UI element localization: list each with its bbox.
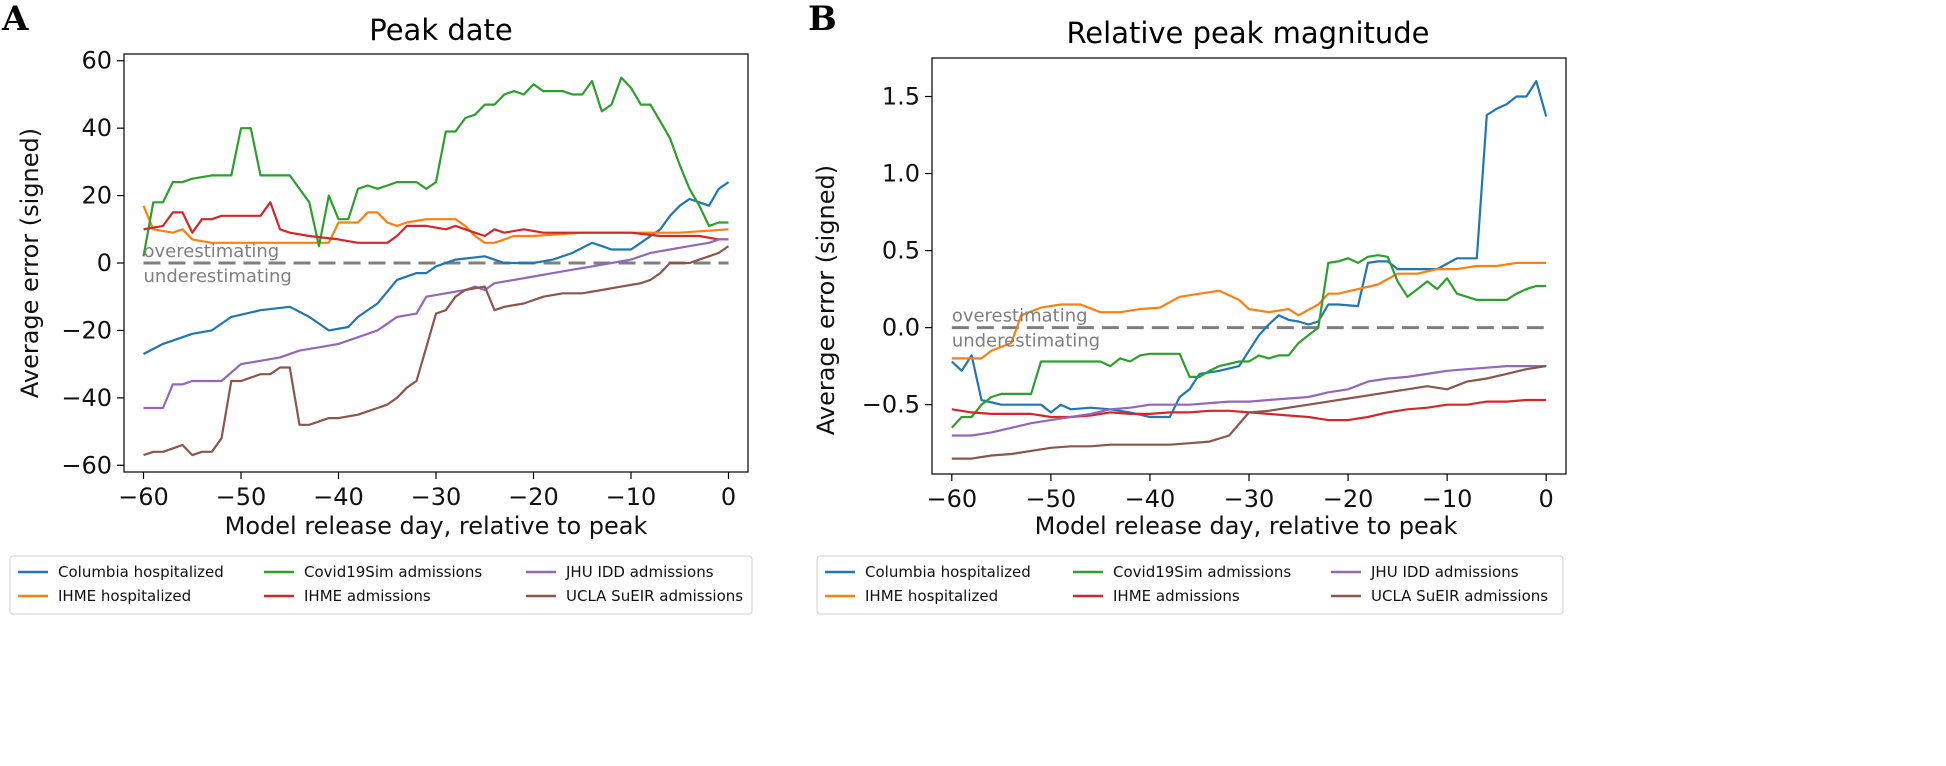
series-ihme-hospitalized [951, 261, 1547, 360]
series-jhu-idd-admissions [143, 238, 729, 410]
legend-label: JHU IDD admissions [1370, 563, 1519, 581]
series-columbia-hospitalized [951, 79, 1548, 419]
x-tick-label: −50 [1026, 485, 1077, 513]
legend-label: Columbia hospitalized [58, 563, 224, 581]
series-ucla-sueir-admissions [951, 365, 1547, 460]
y-ticks-a: 60 40 20 0 −20 −40 −60 [61, 47, 124, 479]
y-tick-label: 0 [97, 249, 112, 277]
plot-frame-b [931, 57, 1567, 475]
y-tick-label: 20 [81, 182, 112, 210]
y-tick-label: 0.0 [882, 314, 920, 342]
y-tick-label: −60 [61, 451, 112, 479]
legend-label: IHME admissions [1113, 587, 1240, 605]
series-group-a [142, 76, 730, 457]
x-tick-label: −20 [508, 483, 559, 511]
y-tick-label: 60 [81, 47, 112, 75]
panel-b: B Relative peak magnitude 1.5 1.0 0.5 0.0 −0… [808, 0, 1567, 615]
legend-label: JHU IDD admissions [565, 563, 714, 581]
x-tick-label: −10 [606, 483, 657, 511]
plot-frame-a [123, 53, 749, 473]
y-tick-label: 40 [81, 114, 112, 142]
panel-letter-b: B [808, 0, 837, 39]
x-axis-label-a: Model release day, relative to peak [225, 512, 648, 540]
series-group-b [950, 79, 1548, 460]
x-tick-label: −40 [1125, 485, 1176, 513]
x-tick-label: −20 [1323, 485, 1374, 513]
y-axis-label-a: Average error (signed) [16, 128, 44, 398]
legend-b: Columbia hospitalized Covid19Sim admissio… [816, 555, 1564, 615]
series-covid19sim-admissions [142, 76, 729, 257]
legend-label: Covid19Sim admissions [304, 563, 482, 581]
x-tick-label: −30 [411, 483, 462, 511]
y-ticks-b: 1.5 1.0 0.5 0.0 −0.5 [862, 83, 932, 419]
y-tick-label: −0.5 [862, 391, 920, 419]
y-tick-label: −20 [61, 316, 112, 344]
legend-label: IHME admissions [304, 587, 431, 605]
series-ucla-sueir-admissions [143, 245, 730, 457]
x-axis-label-b: Model release day, relative to peak [1035, 512, 1458, 540]
series-ihme-admissions [951, 398, 1547, 422]
series-covid19sim-admissions [950, 254, 1547, 429]
y-tick-label: 1.5 [882, 83, 920, 111]
series-ihme-hospitalized [142, 205, 729, 244]
legend-label: UCLA SuEIR admissions [1371, 587, 1548, 605]
x-tick-label: −50 [216, 483, 267, 511]
y-tick-label: 0.5 [882, 237, 920, 265]
x-tick-label: −30 [1224, 485, 1275, 513]
y-axis-label-b: Average error (signed) [812, 165, 840, 435]
legend-a: Columbia hospitalized Covid19Sim admissio… [9, 555, 753, 615]
x-tick-label: 0 [1539, 485, 1554, 513]
y-tick-label: −40 [61, 384, 112, 412]
x-tick-label: −40 [313, 483, 364, 511]
x-tick-label: −60 [926, 485, 977, 513]
series-columbia-hospitalized [142, 181, 730, 355]
y-tick-label: 1.0 [882, 160, 920, 188]
x-tick-label: −10 [1422, 485, 1473, 513]
panel-a: A Peak date 60 40 20 0 −20 −40 −60 −60 −50 −40 −3… [1, 0, 753, 615]
legend-label: IHME hospitalized [865, 587, 998, 605]
legend-box-b [816, 555, 1564, 615]
x-tick-label: 0 [721, 483, 736, 511]
panel-letter-a: A [1, 0, 29, 39]
legend-label: Columbia hospitalized [865, 563, 1031, 581]
overestimating-label-a: overestimating [144, 241, 280, 262]
legend-box-a [9, 555, 753, 615]
underestimating-label-b: underestimating [952, 331, 1100, 352]
legend-label: IHME hospitalized [58, 587, 191, 605]
legend-label: UCLA SuEIR admissions [566, 587, 743, 605]
x-ticks-b: −60 −50 −40 −30 −20 −10 0 [926, 474, 1554, 513]
chart-title-b: Relative peak magnitude [1066, 16, 1429, 50]
x-tick-label: −60 [118, 483, 169, 511]
underestimating-label-a: underestimating [144, 266, 292, 287]
legend-label: Covid19Sim admissions [1113, 563, 1291, 581]
chart-title-a: Peak date [369, 13, 512, 47]
series-ihme-admissions [143, 201, 729, 244]
series-jhu-idd-admissions [951, 365, 1547, 437]
overestimating-label-b: overestimating [952, 306, 1088, 327]
x-ticks-a: −60 −50 −40 −30 −20 −10 0 [118, 472, 736, 511]
